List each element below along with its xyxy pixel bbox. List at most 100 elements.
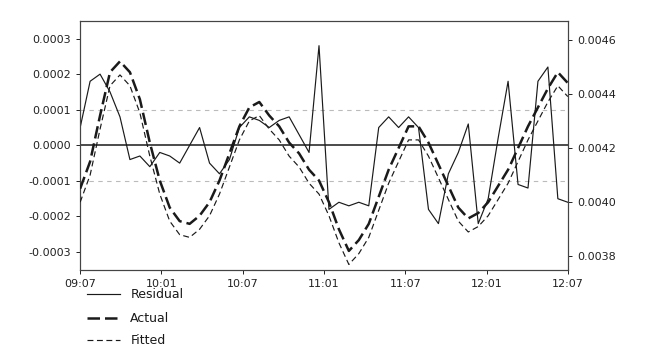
Fitted: [206, 213, 214, 218]
Actual: [434, 162, 442, 166]
Fitted: [454, 219, 462, 223]
Actual: [315, 179, 323, 183]
Fitted: [285, 154, 293, 158]
Line: Fitted: Fitted: [80, 75, 568, 264]
Fitted: [136, 111, 144, 115]
Fitted: [216, 192, 224, 196]
Fitted: [345, 262, 353, 266]
Actual: [235, 124, 243, 128]
Actual: [345, 249, 353, 253]
Text: Actual: Actual: [130, 312, 170, 325]
Fitted: [255, 113, 263, 118]
Actual: [245, 105, 253, 109]
Actual: [514, 146, 522, 150]
Actual: [325, 200, 333, 204]
Fitted: [514, 160, 522, 164]
Fitted: [156, 192, 164, 196]
Fitted: [365, 235, 373, 239]
Fitted: [275, 138, 283, 142]
Fitted: [315, 192, 323, 196]
Fitted: [225, 165, 233, 169]
Actual: [116, 59, 124, 63]
Actual: [255, 100, 263, 104]
Actual: [474, 211, 482, 215]
Fitted: [106, 84, 114, 88]
Actual: [136, 97, 144, 101]
Fitted: [405, 138, 413, 142]
Fitted: [196, 227, 204, 231]
Actual: [534, 105, 542, 109]
Actual: [156, 179, 164, 183]
Text: Fitted: Fitted: [130, 334, 166, 346]
Fitted: [355, 252, 363, 256]
Fitted: [494, 198, 502, 202]
Actual: [385, 167, 393, 172]
Fitted: [385, 181, 393, 185]
Actual: [335, 227, 343, 231]
Actual: [494, 184, 502, 188]
Fitted: [424, 154, 432, 158]
Actual: [216, 179, 224, 183]
Fitted: [166, 219, 174, 223]
Actual: [275, 124, 283, 128]
Fitted: [554, 84, 562, 88]
Fitted: [116, 73, 124, 77]
Actual: [126, 70, 134, 74]
Actual: [504, 167, 512, 172]
Fitted: [335, 241, 343, 245]
Fitted: [186, 235, 194, 239]
Fitted: [245, 119, 253, 123]
Actual: [564, 81, 572, 85]
Fitted: [484, 213, 492, 218]
Fitted: [176, 233, 184, 237]
Actual: [146, 140, 154, 145]
Fitted: [126, 84, 134, 88]
Fitted: [86, 173, 94, 177]
Actual: [186, 222, 194, 226]
Actual: [524, 124, 532, 128]
Fitted: [76, 200, 84, 204]
Actual: [355, 238, 363, 242]
Fitted: [564, 94, 572, 99]
Actual: [484, 200, 492, 204]
Actual: [76, 186, 84, 191]
Fitted: [305, 181, 313, 185]
Actual: [96, 113, 104, 118]
Actual: [405, 124, 413, 128]
Fitted: [375, 208, 383, 212]
Actual: [196, 213, 204, 218]
Fitted: [474, 225, 482, 229]
Fitted: [544, 100, 552, 104]
Actual: [415, 124, 423, 128]
Actual: [444, 184, 452, 188]
Fitted: [434, 176, 442, 180]
Fitted: [444, 198, 452, 202]
Actual: [554, 70, 562, 74]
Actual: [305, 167, 313, 172]
Fitted: [295, 165, 303, 169]
Actual: [285, 140, 293, 145]
Actual: [454, 206, 462, 210]
Actual: [424, 140, 432, 145]
Fitted: [504, 181, 512, 185]
Actual: [225, 151, 233, 155]
Fitted: [395, 160, 403, 164]
Fitted: [415, 138, 423, 142]
Actual: [166, 206, 174, 210]
Actual: [206, 200, 214, 204]
Actual: [86, 160, 94, 164]
Line: Actual: Actual: [80, 61, 568, 251]
Fitted: [146, 154, 154, 158]
Fitted: [265, 127, 273, 131]
Actual: [106, 70, 114, 74]
Fitted: [464, 230, 472, 234]
Actual: [375, 195, 383, 199]
Actual: [544, 86, 552, 91]
Fitted: [235, 138, 243, 142]
Actual: [176, 219, 184, 223]
Actual: [295, 151, 303, 155]
Text: Residual: Residual: [130, 288, 184, 301]
Actual: [265, 113, 273, 118]
Fitted: [325, 213, 333, 218]
Actual: [395, 146, 403, 150]
